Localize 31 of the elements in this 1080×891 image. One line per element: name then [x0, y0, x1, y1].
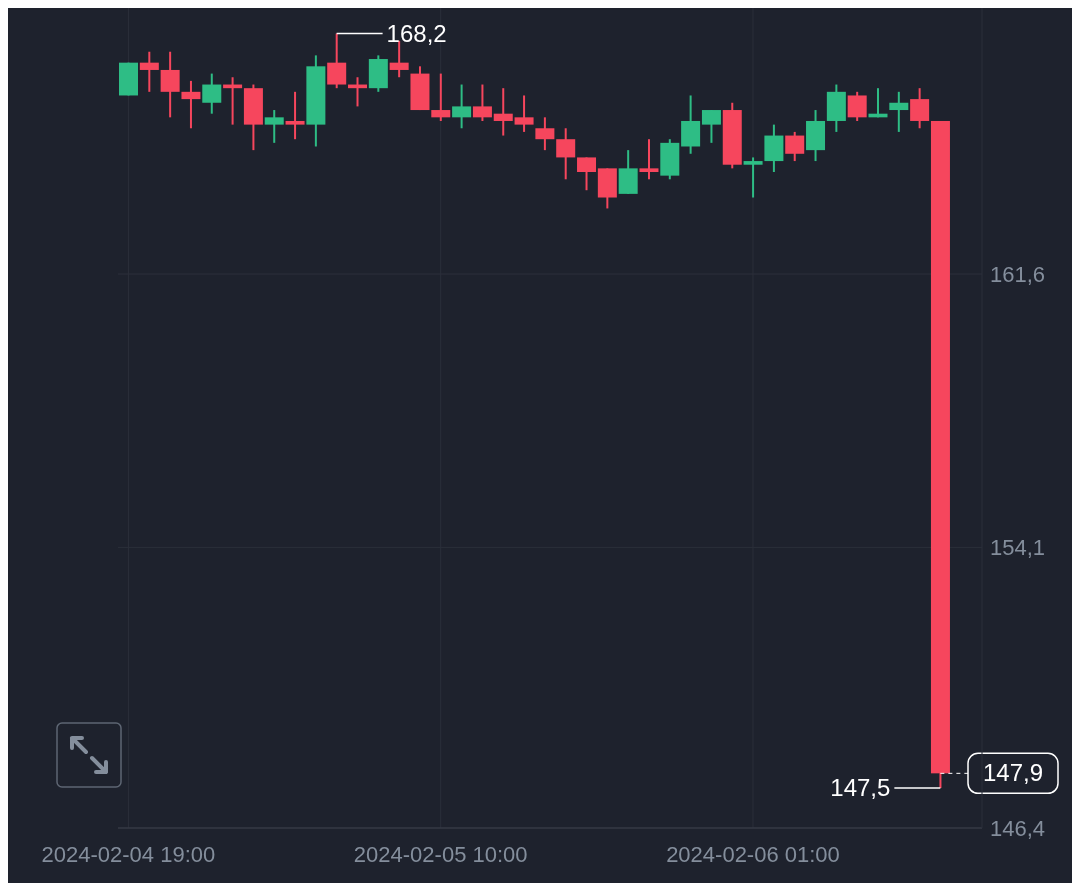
x-tick-label: 2024-02-04 19:00: [41, 841, 216, 867]
candlestick: [452, 83, 472, 130]
candlestick: [785, 130, 805, 163]
candlestick: [327, 32, 347, 90]
candlestick: [181, 79, 201, 130]
y-tick-label: 154,1: [990, 535, 1046, 561]
candlestick: [847, 90, 867, 122]
annotation: 168,2: [386, 19, 447, 47]
candlestick: [743, 156, 763, 199]
candlestick: [889, 90, 909, 133]
candlestick: [202, 72, 222, 115]
y-tick-label: 146,4: [990, 815, 1046, 841]
candlestick: [577, 156, 597, 192]
candlestick: [514, 94, 534, 133]
candlestick: [160, 50, 180, 119]
candlestick: [285, 90, 305, 141]
y-tick-label: 161,6: [990, 261, 1046, 287]
candlestick: [431, 72, 451, 122]
candlestick: [639, 138, 659, 181]
candlestick: [701, 109, 721, 144]
candlestick: [493, 87, 513, 137]
candlestick: [910, 87, 930, 130]
candlestick: [535, 116, 555, 152]
x-tick-label: 2024-02-05 10:00: [353, 841, 528, 867]
ref-line-label: 147,9: [982, 759, 1044, 787]
candlestick: [264, 109, 284, 144]
candlestick: [556, 127, 576, 181]
annotation: 147,5: [830, 773, 891, 801]
x-tick-label: 2024-02-06 01:00: [666, 841, 840, 867]
candlestick: [472, 83, 492, 122]
candlestick: [139, 50, 159, 93]
